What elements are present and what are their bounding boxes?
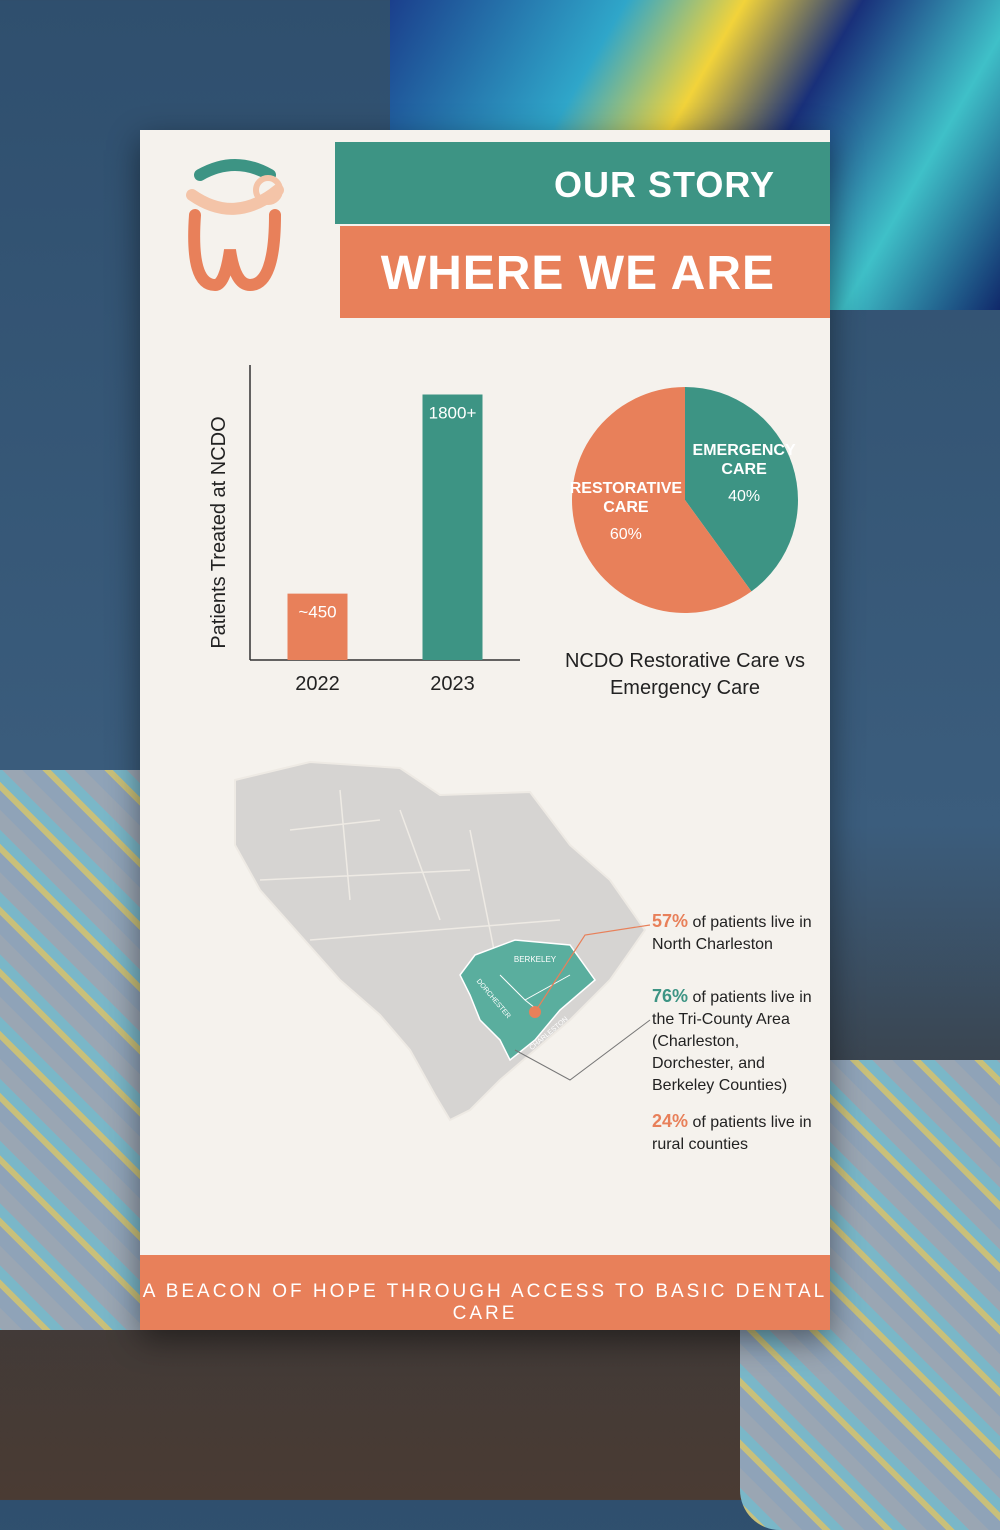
poster: OUR STORY WHERE WE ARE Patients Treated … xyxy=(140,130,830,1330)
x-tick-label: 2023 xyxy=(430,673,475,695)
stat-figure: 76% xyxy=(652,986,689,1006)
bar xyxy=(287,593,348,660)
county-borders xyxy=(259,789,561,981)
pie-title: NCDO Restorative Care vs Emergency Care xyxy=(564,650,806,699)
stat-text: of patients live in rural counties xyxy=(652,1114,812,1153)
stat-text: of patients live in North Charleston xyxy=(652,914,812,953)
slice-label: RESTORATIVE CARE 60% xyxy=(566,479,686,544)
slice-value: 60% xyxy=(609,526,642,544)
header-title: OUR STORY xyxy=(553,164,775,205)
tagline: A BEACON OF HOPE THROUGH ACCESS TO BASIC… xyxy=(142,1281,828,1324)
state-shape xyxy=(234,760,647,1122)
stat: 57% of patients live in North Charleston xyxy=(652,910,822,956)
pie-slice xyxy=(685,387,798,592)
header-subtitle: WHERE WE ARE xyxy=(380,247,775,300)
stat: 24% of patients live in rural counties xyxy=(652,1110,822,1156)
footer-band: A BEACON OF HOPE THROUGH ACCESS TO BASIC… xyxy=(140,1255,830,1330)
stat-figure: 24% xyxy=(652,1111,689,1131)
header-band: OUR STORY xyxy=(335,142,830,224)
header-band: WHERE WE ARE xyxy=(340,226,830,318)
tooth-logo xyxy=(186,159,284,292)
leader-line xyxy=(534,924,651,1013)
y-axis-label: Patients Treated at NCDO xyxy=(208,416,230,648)
value-label: ~450 xyxy=(298,603,336,622)
stat-text: of patients live in the Tri-County Area … xyxy=(652,989,812,1094)
charts: Patients Treated at NCDO ~450 2022 1800+ 202… xyxy=(208,365,798,695)
stat: 76% of patients live in the Tri-County A… xyxy=(652,985,822,1097)
leader-line xyxy=(514,1019,651,1081)
county-label: BERKELEY xyxy=(514,955,557,964)
value-label: 1800+ xyxy=(429,404,477,423)
tri-county xyxy=(459,939,597,1062)
map: BERKELEY DORCHESTER CHARLESTON xyxy=(234,760,651,1122)
slice-label: EMERGENCY CARE 40% xyxy=(684,441,804,506)
pie-slice xyxy=(572,387,752,613)
stat-figure: 57% xyxy=(652,911,689,931)
x-tick-label: 2022 xyxy=(295,673,340,695)
slice-category: EMERGENCY CARE xyxy=(692,441,796,478)
bar xyxy=(422,394,483,660)
slice-category: RESTORATIVE CARE xyxy=(569,480,683,517)
slice-value: 40% xyxy=(728,487,761,505)
